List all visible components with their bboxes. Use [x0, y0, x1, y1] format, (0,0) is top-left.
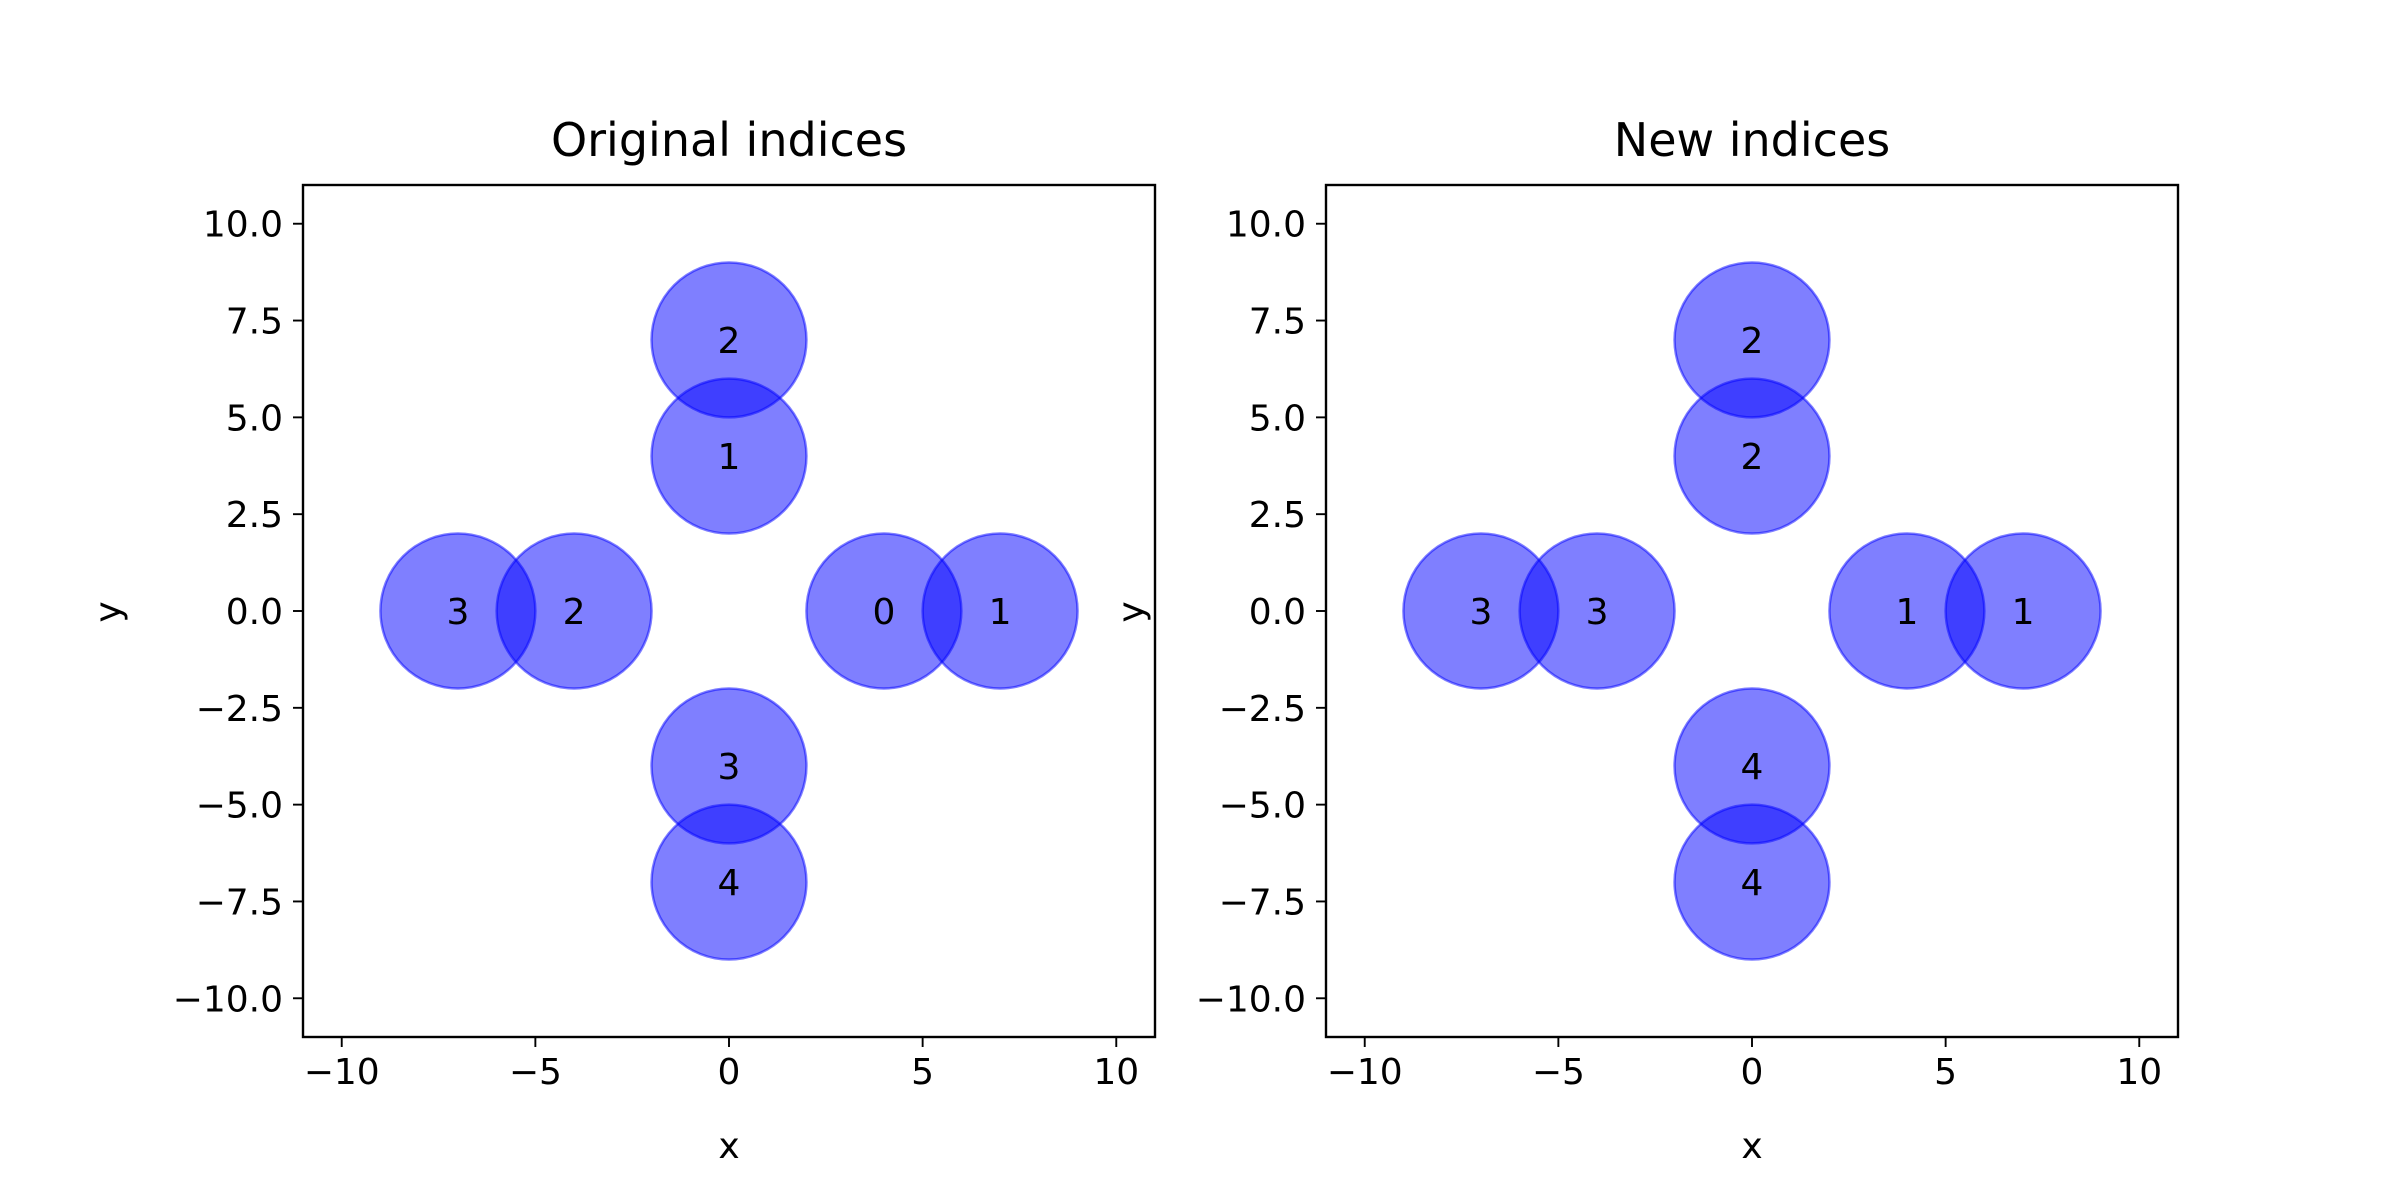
- circle-marker: [379, 532, 537, 690]
- y-tick-label: −10.0: [1196, 979, 1306, 1020]
- subplot-original-indices: Original indices x y 0 1 1 2 2 3 3 4 −10 −5 0 5 10 1…: [88, 113, 1157, 1167]
- y-tick-label: 0.0: [226, 592, 283, 633]
- x-tick-label: 5: [1934, 1052, 1957, 1093]
- circle-label: 4: [718, 863, 741, 904]
- circle-marker: [921, 532, 1079, 690]
- x-axis-label: x: [1741, 1126, 1762, 1167]
- circle-label: 0: [872, 592, 895, 633]
- x-tick-label: 10: [2116, 1052, 2162, 1093]
- y-tick-label: −5.0: [196, 786, 283, 827]
- x-tick-label: −5: [509, 1052, 562, 1093]
- circle-marker: [1402, 532, 1560, 690]
- circle-label: 3: [1469, 592, 1492, 633]
- circle-label: 4: [1741, 863, 1764, 904]
- x-tick-label: −10: [1327, 1052, 1403, 1093]
- x-tick-label: 5: [911, 1052, 934, 1093]
- x-tick-label: −10: [304, 1052, 380, 1093]
- circle-label: 3: [718, 747, 741, 788]
- y-tick-label: 5.0: [1249, 398, 1306, 439]
- circle-label: 1: [2012, 592, 2035, 633]
- circle-marker: [650, 803, 808, 961]
- x-tick-label: 0: [1741, 1052, 1764, 1093]
- y-tick-label: 10.0: [203, 205, 283, 246]
- circle-label: 2: [563, 592, 586, 633]
- circle-label: 1: [718, 437, 741, 478]
- x-tick-label: 0: [718, 1052, 741, 1093]
- circle-label: 1: [1895, 592, 1918, 633]
- y-tick-label: 2.5: [1249, 495, 1306, 536]
- y-axis-label: y: [1111, 601, 1152, 622]
- y-tick-label: −2.5: [196, 689, 283, 730]
- circle-label: 1: [989, 592, 1012, 633]
- x-tick-label: −5: [1532, 1052, 1585, 1093]
- circle-marker: [650, 261, 808, 419]
- plot-frame: [1324, 183, 2180, 1039]
- circle-label: 2: [718, 321, 741, 362]
- circle-label: 3: [446, 592, 469, 633]
- circle-marker: [1673, 261, 1831, 419]
- y-tick-label: −10.0: [173, 979, 283, 1020]
- circle-label: 2: [1741, 321, 1764, 362]
- circle-label: 4: [1741, 747, 1764, 788]
- y-tick-label: −5.0: [1219, 786, 1306, 827]
- chart-title: Original indices: [551, 113, 907, 167]
- circle-marker: [1673, 803, 1831, 961]
- y-tick-label: 7.5: [226, 302, 283, 343]
- y-tick-label: −7.5: [196, 882, 283, 923]
- x-tick-label: 10: [1093, 1052, 1139, 1093]
- subplot-new-indices: New indices x y 1 1 2 2 3 3 4 4 −10 −5 0 5 10 10.0 7.…: [1111, 113, 2180, 1167]
- circle-label: 3: [1586, 592, 1609, 633]
- circle-marker: [1944, 532, 2102, 690]
- plot-frame: [301, 183, 1157, 1039]
- circle-label: 2: [1741, 437, 1764, 478]
- x-axis-label: x: [718, 1126, 739, 1167]
- y-tick-label: 2.5: [226, 495, 283, 536]
- y-tick-label: 0.0: [1249, 592, 1306, 633]
- chart-title: New indices: [1614, 113, 1890, 167]
- y-axis-label: y: [88, 601, 129, 622]
- y-tick-label: 5.0: [226, 398, 283, 439]
- y-tick-label: 10.0: [1226, 205, 1306, 246]
- y-tick-label: −7.5: [1219, 882, 1306, 923]
- y-tick-label: −2.5: [1219, 689, 1306, 730]
- y-tick-label: 7.5: [1249, 302, 1306, 343]
